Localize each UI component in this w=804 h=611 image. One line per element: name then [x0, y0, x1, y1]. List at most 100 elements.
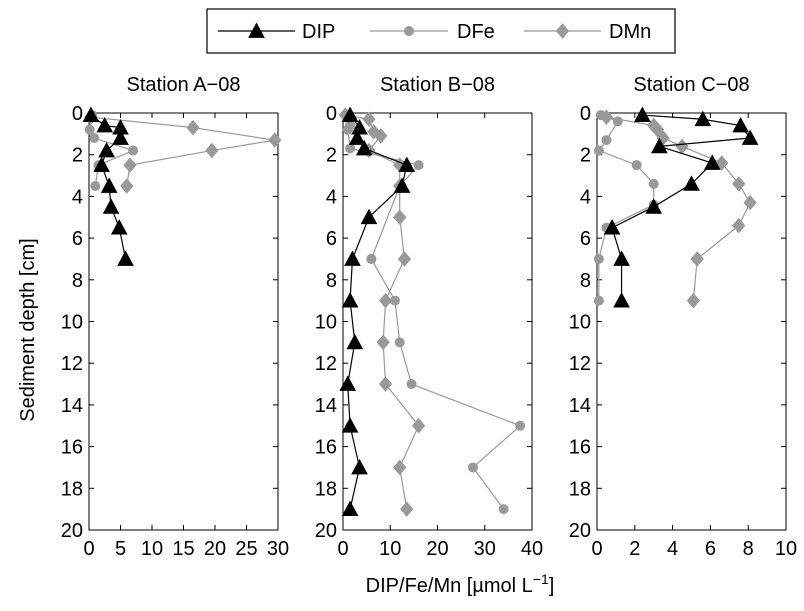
y-tick-label: 2 — [580, 145, 591, 167]
y-tick-label: 14 — [61, 395, 83, 417]
data-point-dip — [93, 156, 110, 172]
data-point-dmn — [120, 178, 134, 194]
y-tick-label: 20 — [315, 520, 337, 542]
data-point-dfe — [631, 160, 642, 171]
data-point-dfe — [406, 379, 417, 390]
data-point-dip — [344, 250, 361, 266]
x-axis-label: DIP/Fe/Mn [µmol L−1] — [366, 571, 555, 597]
data-point-dfe — [593, 253, 604, 264]
y-tick-label: 8 — [326, 270, 337, 292]
data-point-dfe — [90, 180, 101, 191]
x-tick-label: 0 — [337, 538, 348, 560]
data-point-dip — [355, 139, 373, 156]
data-point-dip — [398, 156, 416, 172]
data-point-dip — [351, 458, 368, 475]
y-tick-label: 10 — [315, 312, 337, 334]
data-point-dip — [339, 375, 357, 391]
y-tick-label: 14 — [315, 395, 337, 417]
plot-frame — [342, 112, 533, 531]
y-tick-label: 12 — [315, 353, 337, 375]
data-point-dip — [82, 106, 100, 122]
data-point-dip — [645, 198, 663, 214]
y-tick-label: 18 — [569, 478, 591, 500]
x-tick-label: 30 — [267, 538, 289, 560]
data-point-dip — [360, 208, 378, 225]
legend-label-dfe: DFe — [457, 21, 495, 43]
x-tick-label: 10 — [141, 538, 163, 560]
data-point-dmn — [123, 157, 137, 173]
data-point-dfe — [593, 295, 604, 306]
x-tick-label: 5 — [115, 538, 126, 560]
data-point-dip — [96, 116, 114, 133]
data-point-dip — [603, 219, 621, 235]
data-point-dip — [732, 116, 749, 133]
data-point-dmn — [378, 376, 393, 392]
y-axis-label: Sediment depth [cm] — [17, 238, 39, 421]
data-point-dip — [117, 250, 134, 266]
data-point-dfe — [89, 133, 100, 144]
y-tick-label: 20 — [569, 520, 591, 542]
data-point-dfe — [413, 160, 424, 171]
data-point-dfe — [84, 124, 95, 135]
data-point-dmn — [397, 251, 412, 267]
legend: DIP DFe DMn — [206, 8, 676, 54]
series-line-dip — [90, 114, 127, 260]
x-tick-label: 0 — [83, 538, 94, 560]
y-tick-label: 18 — [61, 478, 83, 500]
data-point-dip — [341, 417, 359, 433]
data-point-dfe — [593, 145, 604, 156]
data-point-dip — [651, 137, 668, 154]
x-tick-label: 15 — [172, 538, 194, 560]
y-tick-label: 8 — [580, 270, 591, 292]
data-point-dmn — [393, 459, 407, 476]
data-point-dip — [613, 292, 630, 308]
panel-title: Station B−08 — [380, 74, 495, 96]
y-tick-label: 6 — [326, 228, 337, 250]
x-tick-label: 0 — [591, 538, 602, 560]
y-tick-label: 2 — [326, 145, 337, 167]
data-point-dfe — [601, 135, 612, 146]
x-tick-label: 20 — [426, 538, 448, 560]
x-tick-label: 10 — [379, 538, 401, 560]
legend-marker-dfe — [404, 26, 414, 36]
y-tick-label: 4 — [72, 186, 83, 208]
data-point-dip — [613, 250, 630, 266]
data-point-dmn — [393, 209, 407, 226]
data-point-dip — [346, 333, 364, 350]
data-point-dfe — [498, 504, 509, 515]
panel-title: Station A−08 — [127, 74, 241, 96]
y-tick-label: 2 — [72, 145, 83, 167]
series-line-dfe — [597, 114, 655, 301]
data-point-dip — [102, 198, 120, 214]
data-point-dmn — [205, 142, 219, 159]
x-tick-label: 8 — [743, 538, 754, 560]
y-tick-label: 10 — [61, 312, 83, 334]
data-point-dfe — [515, 420, 526, 431]
y-tick-label: 20 — [61, 520, 83, 542]
data-point-dmn — [400, 501, 414, 517]
legend-marker-dip — [248, 22, 265, 38]
data-point-dip — [393, 177, 411, 193]
y-tick-label: 16 — [315, 437, 337, 459]
data-point-dip — [341, 106, 359, 122]
data-point-dmn — [686, 292, 700, 309]
x-tick-label: 10 — [775, 538, 797, 560]
y-tick-label: 10 — [569, 312, 591, 334]
data-point-dip — [98, 141, 115, 158]
data-point-dip — [348, 129, 366, 145]
y-tick-label: 14 — [569, 395, 591, 417]
y-tick-label: 6 — [72, 228, 83, 250]
legend-marker-dmn — [555, 23, 570, 39]
x-tick-label: 30 — [474, 538, 496, 560]
data-point-dmn — [732, 176, 746, 192]
y-tick-label: 12 — [569, 353, 591, 375]
x-axis-label-main: DIP/Fe/Mn [µmol L — [366, 575, 533, 597]
y-tick-label: 16 — [569, 437, 591, 459]
y-tick-label: 12 — [61, 353, 83, 375]
